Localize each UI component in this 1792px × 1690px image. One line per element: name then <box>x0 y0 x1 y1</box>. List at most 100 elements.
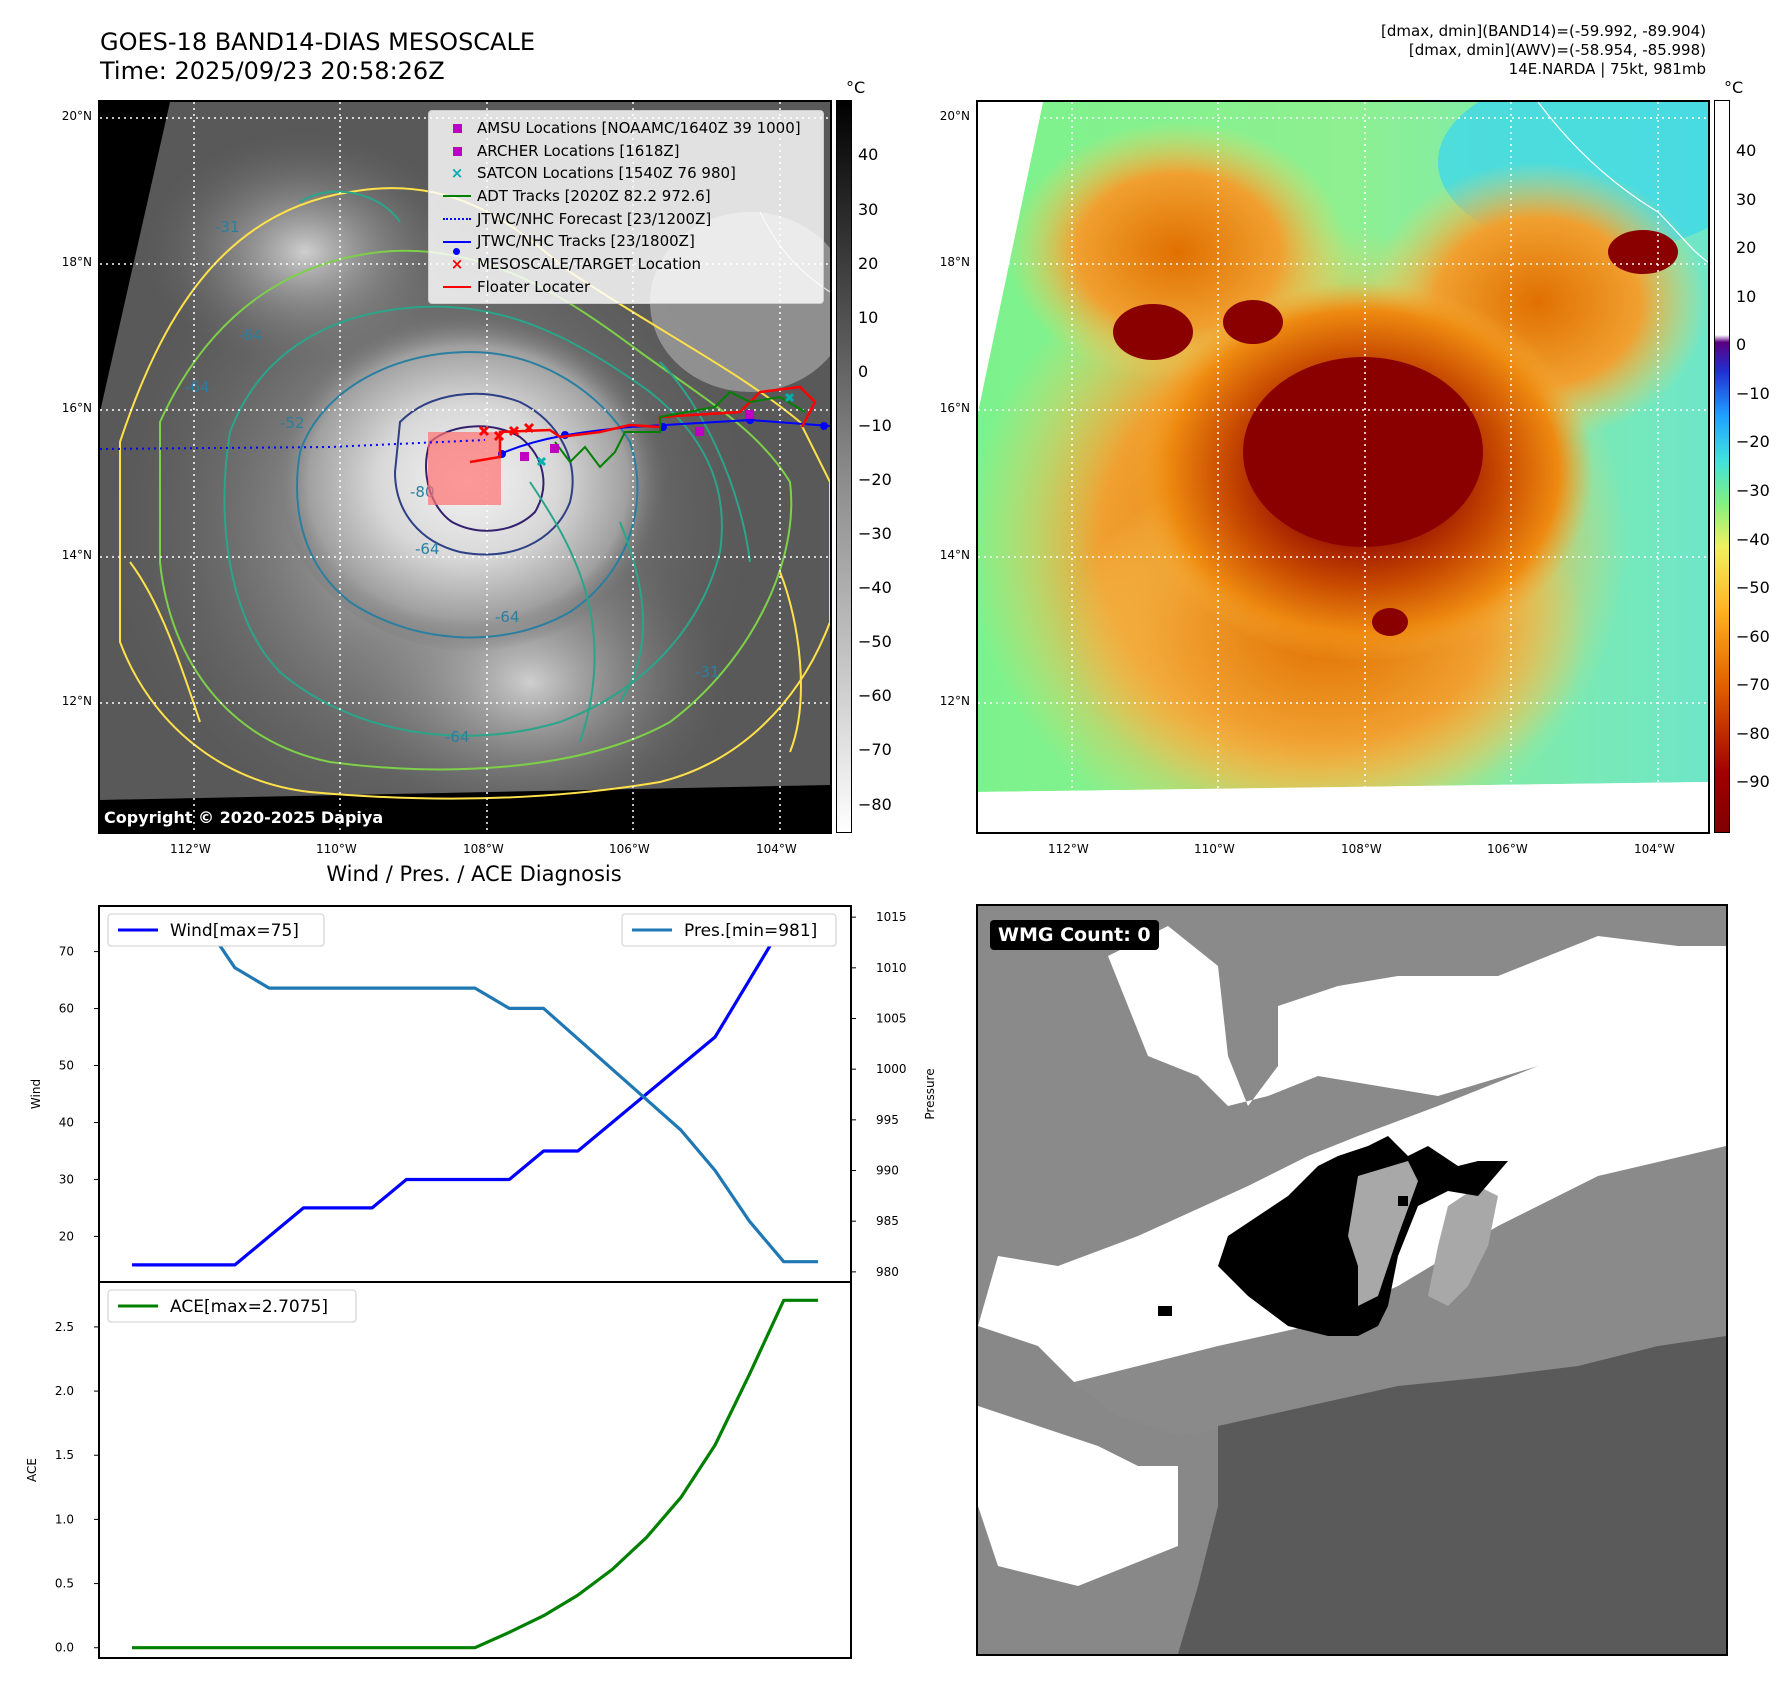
lon-label: 110°W <box>316 842 357 856</box>
lon-label: 110°W <box>1194 842 1235 856</box>
ace-tick-label: 0.5 <box>55 1577 74 1591</box>
teal-x-marker-icon: × <box>450 164 464 183</box>
pressure-tick-label: 995 <box>876 1113 899 1127</box>
ir-color-map-canvas <box>978 102 1708 832</box>
lon-label: 104°W <box>1634 842 1675 856</box>
pressure-tick-label: 985 <box>876 1214 899 1228</box>
lon-label: 106°W <box>1487 842 1528 856</box>
color-colorbar-unit: °C <box>1724 78 1744 97</box>
pressure-legend-label: Pres.[min=981] <box>684 921 817 941</box>
color-colorbar <box>1714 100 1730 833</box>
info-line-storm: 14E.NARDA | 75kt, 981mb <box>1508 60 1706 78</box>
legend-item-adt: ADT Tracks [2020Z 82.2 972.6] <box>437 185 815 208</box>
gray-colorbar-unit: °C <box>846 78 866 97</box>
wind-legend: Wind[max=75] <box>107 913 325 947</box>
wind-tick-label: 20 <box>59 1229 74 1243</box>
legend-item-mesoscale: × MESOSCALE/TARGET Location <box>437 253 815 276</box>
legend-item-satcon: × SATCON Locations [1540Z 76 980] <box>437 162 815 185</box>
contour-label: -64 <box>445 728 470 746</box>
wind-legend-label: Wind[max=75] <box>170 921 299 941</box>
ace-axis-label: ACE <box>25 1458 39 1482</box>
ace-tick-label: 1.0 <box>55 1512 74 1526</box>
pressure-tick-label: 1005 <box>876 1011 907 1025</box>
legend-item-amsu: AMSU Locations [NOAAMC/1640Z 39 1000] <box>437 117 815 140</box>
ir-gray-map: -64 -64 -64 -64 -80 -64 -52 -31 -31 <box>98 100 832 834</box>
lon-label: 112°W <box>1048 842 1089 856</box>
lat-label: 14°N <box>61 548 92 562</box>
map-legend: AMSU Locations [NOAAMC/1640Z 39 1000] AR… <box>428 110 824 304</box>
pressure-tick-label: 990 <box>876 1164 899 1178</box>
lat-label: 12°N <box>939 694 970 708</box>
pressure-axis-label: Pressure <box>923 1068 937 1119</box>
legend-item-archer: ARCHER Locations [1618Z] <box>437 140 815 163</box>
lon-label: 112°W <box>170 842 211 856</box>
ace-tick-label: 0.0 <box>55 1641 74 1655</box>
lat-label: 18°N <box>939 255 970 269</box>
figure-info: [dmax, dmin](BAND14)=(-59.992, -89.904) … <box>1381 22 1706 79</box>
lat-label: 16°N <box>61 401 92 415</box>
figure-title-line1: GOES-18 BAND14-DIAS MESOSCALE <box>100 28 536 56</box>
blue-dotted-line-icon <box>437 218 477 221</box>
wind-axis-label: Wind <box>29 1079 43 1109</box>
ace-tick-label: 2.5 <box>55 1320 74 1334</box>
pressure-tick-label: 1015 <box>876 910 907 924</box>
lon-label: 106°W <box>609 842 650 856</box>
lat-label: 20°N <box>61 109 92 123</box>
legend-item-forecast: JTWC/NHC Forecast [23/1200Z] <box>437 208 815 231</box>
pressure-legend: Pres.[min=981] <box>621 913 837 947</box>
info-line-band14: [dmax, dmin](BAND14)=(-59.992, -89.904) <box>1381 22 1706 40</box>
wind-tick-label: 60 <box>59 1002 74 1016</box>
wmg-count-badge: WMG Count: 0 <box>990 920 1159 950</box>
pressure-tick-label: 1010 <box>876 961 907 975</box>
red-x-marker-icon: × <box>450 255 464 274</box>
wind-tick-label: 40 <box>59 1115 74 1129</box>
lon-label: 108°W <box>463 842 504 856</box>
figure-title-line2: Time: 2025/09/23 20:58:26Z <box>100 57 445 85</box>
wind-tick-label: 50 <box>59 1059 74 1073</box>
contour-label: -64 <box>238 326 263 344</box>
red-line-icon <box>437 286 477 289</box>
info-line-awv: [dmax, dmin](AWV)=(-58.954, -85.998) <box>1408 41 1706 59</box>
diagnosis-chart: 20 30 40 50 60 70 980 985 990 995 1000 1005 1010 101… <box>25 905 937 1659</box>
wind-series-line <box>132 921 818 1267</box>
ace-y-axis: 0.0 0.5 1.0 1.5 2.0 2.5 <box>55 1320 99 1655</box>
blue-line-dot-icon <box>437 240 477 255</box>
ace-tick-label: 2.0 <box>55 1384 74 1398</box>
lat-label: 20°N <box>939 109 970 123</box>
contour-label: -64 <box>415 540 440 558</box>
contour-label: -64 <box>185 378 210 396</box>
wind-tick-label: 70 <box>59 945 74 959</box>
ace-legend-label: ACE[max=2.7075] <box>170 1297 328 1317</box>
lat-label: 16°N <box>939 401 970 415</box>
wind-tick-label: 30 <box>59 1172 74 1186</box>
lat-label: 18°N <box>61 255 92 269</box>
ace-legend: ACE[max=2.7075] <box>107 1289 357 1323</box>
wmg-panel: WMG Count: 0 <box>976 904 1728 1656</box>
lon-label: 104°W <box>756 842 797 856</box>
legend-item-tracks: JTWC/NHC Tracks [23/1800Z] <box>437 230 815 255</box>
lat-label: 14°N <box>939 548 970 562</box>
pressure-tick-label: 980 <box>876 1265 899 1279</box>
lon-label: 108°W <box>1341 842 1382 856</box>
pressure-tick-label: 1000 <box>876 1062 907 1076</box>
green-line-icon <box>437 195 477 198</box>
gray-colorbar <box>836 100 852 833</box>
ace-tick-label: 1.5 <box>55 1448 74 1462</box>
contour-label: -52 <box>280 414 305 432</box>
pressure-series-line <box>132 915 818 1264</box>
purple-square-marker-icon <box>437 123 477 133</box>
diagnosis-title: Wind / Pres. / ACE Diagnosis <box>326 862 622 886</box>
purple-square-marker-icon <box>437 146 477 156</box>
legend-item-floater: Floater Locater <box>437 276 815 299</box>
wind-y-axis: 20 30 40 50 60 70 <box>59 945 99 1243</box>
contour-label: -31 <box>215 218 240 236</box>
figure-title: GOES-18 BAND14-DIAS MESOSCALE Time: 2025… <box>100 28 535 86</box>
ace-series-line <box>132 1298 818 1650</box>
wmg-canvas <box>978 906 1726 1654</box>
ir-color-map <box>976 100 1710 834</box>
contour-label: -64 <box>495 608 520 626</box>
contour-label: -31 <box>695 663 720 681</box>
pressure-y-axis: 980 985 990 995 1000 1005 1010 1015 <box>851 910 907 1279</box>
lat-label: 12°N <box>61 694 92 708</box>
copyright-text: Copyright © 2020-2025 Dapiya <box>104 808 384 827</box>
